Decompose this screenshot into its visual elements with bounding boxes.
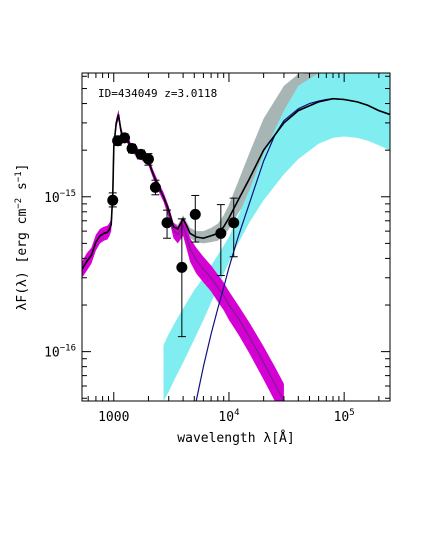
data-marker (142, 153, 154, 165)
data-marker (126, 143, 138, 155)
y-tick-labels: 10−15 10−16 (44, 189, 76, 361)
y-tick-label: 10−15 (44, 189, 76, 206)
data-marker (161, 217, 173, 229)
total-model-line (82, 97, 390, 270)
data-marker (107, 194, 119, 206)
data-point (228, 197, 240, 258)
x-axis-label: wavelength λ[Å] (177, 430, 294, 446)
x-tick-label: 1000 (98, 410, 129, 425)
data-point (107, 192, 119, 208)
data-point (176, 218, 188, 338)
data-point (126, 143, 138, 155)
data-point (161, 209, 173, 239)
chart-annotation: ID=434049 z=3.0118 (98, 87, 217, 100)
stellar-model-band (82, 109, 284, 401)
data-point (189, 194, 201, 243)
data-point (215, 204, 227, 277)
x-tick-labels: 1000 104 105 (98, 408, 355, 425)
data-point (142, 153, 154, 166)
data-marker (228, 217, 240, 229)
data-point (149, 179, 161, 196)
y-tick-label: 10−16 (44, 344, 76, 361)
x-tick-label: 104 (218, 408, 239, 425)
axes-frame (81, 72, 391, 402)
data-marker (215, 227, 227, 239)
data-marker (176, 261, 188, 273)
y-axis-label: λF(λ) [erg cm−2 s−1] (14, 164, 30, 311)
data-marker (119, 132, 131, 144)
data-point (119, 132, 131, 144)
uncertainty-bands (82, 73, 390, 401)
data-points (107, 132, 240, 338)
data-marker (149, 181, 161, 193)
data-marker (189, 208, 201, 220)
plot-frame (81, 72, 391, 402)
x-tick-label: 105 (334, 408, 355, 425)
